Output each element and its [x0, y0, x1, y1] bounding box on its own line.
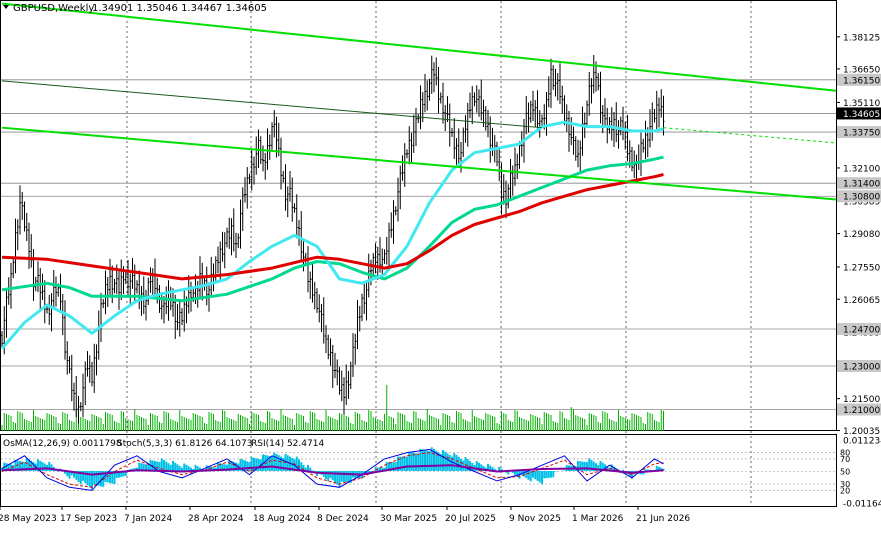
- time-tick-label: 18 Aug 2024: [253, 514, 311, 524]
- price-tick-label: 1.38125: [843, 33, 880, 43]
- time-axis: 28 May 2023 17 Sep 2023 7 Jan 2024 28 Apr 2…: [0, 506, 690, 524]
- price-tick-label: 1.27550: [843, 263, 880, 273]
- level-price-label: 1.31400: [843, 180, 880, 190]
- osma-label: OsMA(12,26,9) 0.0011798: [3, 439, 122, 449]
- stoch-signal-line: [1, 452, 664, 488]
- level-price-box: [837, 403, 881, 416]
- time-tick-label: 28 May 2023: [0, 514, 57, 524]
- level-price-label: 1.21000: [843, 406, 880, 416]
- price-tick-label: 1.35110: [843, 99, 880, 109]
- ohlc-values: 1.34901 1.35046 1.34467 1.34605: [92, 3, 267, 14]
- price-tick-label: 1.36650: [843, 65, 880, 75]
- level-price-label: 1.24700: [843, 325, 880, 335]
- level-price-label: 1.36150: [843, 76, 880, 86]
- price-tick-label: 1.26065: [843, 296, 880, 306]
- oscillator-pane: [0, 434, 837, 507]
- osc-level-label: 20: [840, 486, 850, 495]
- osc-tick-label: -0.01164: [843, 500, 881, 510]
- time-tick-label: 21 Jun 2026: [636, 514, 690, 524]
- trend-line: [1, 2, 837, 92]
- time-tick-label: 17 Sep 2023: [60, 514, 117, 524]
- trend-line: [1, 126, 837, 201]
- level-price-label: 1.23000: [843, 362, 880, 372]
- time-tick-label: 9 Nov 2025: [509, 514, 561, 524]
- level-price-box: [837, 322, 881, 335]
- level-price-box: [837, 177, 881, 190]
- level-price-box: [837, 359, 881, 372]
- level-price-box: [837, 190, 881, 203]
- stoch-label: Stoch(5,3,3) 61.8126 64.1073: [117, 439, 252, 449]
- time-tick-label: 28 Apr 2024: [188, 514, 244, 524]
- price-tick-label: 1.20035: [843, 427, 880, 437]
- oscillators: [1, 447, 836, 491]
- trend-line-extension: [663, 127, 837, 144]
- level-price-label: 1.34605: [843, 110, 880, 120]
- dropdown-triangle-icon[interactable]: [3, 5, 9, 9]
- ma-cyan-line: [0, 120, 664, 350]
- osc-level-label: 30: [840, 480, 850, 489]
- time-tick-label: 7 Jan 2024: [124, 514, 172, 524]
- time-tick-label: 8 Dec 2024: [317, 514, 369, 524]
- moving-averages: [0, 120, 664, 350]
- oscillator-header: OsMA(12,26,9) 0.0011798 Stoch(5,3,3) 61.…: [3, 439, 324, 449]
- trend-line: [1, 80, 543, 129]
- osc-level-label: 80: [840, 449, 850, 458]
- chart-header: GBPUSD,Weekly 1.34901 1.35046 1.34467 1.…: [3, 3, 267, 14]
- price-tick-label: 1.32100: [843, 164, 880, 174]
- level-price-box: [837, 73, 881, 86]
- volume-bars: [1, 385, 664, 431]
- trend-lines: [1, 2, 837, 201]
- time-tick-label: 1 Mar 2026: [572, 514, 624, 524]
- osc-level-label: 50: [840, 468, 850, 477]
- price-tick-label: 1.30585: [843, 197, 880, 207]
- horizontal-levels: [1, 79, 836, 410]
- price-tick-label: 1.21500: [843, 395, 880, 405]
- symbol-title: GBPUSD,Weekly: [13, 3, 94, 14]
- rsi-line: [1, 464, 664, 476]
- time-tick-label: 30 Mar 2025: [380, 514, 437, 524]
- stoch-main-line: [1, 448, 664, 491]
- rsi-label: RSI(14) 52.4714: [251, 439, 324, 449]
- osc-tick-label: 0.011234: [843, 437, 881, 447]
- level-price-label: 1.33750: [843, 129, 880, 139]
- ma-red-line: [1, 173, 664, 281]
- price-axis: 1.38125 1.36650 1.35110 1.33750 1.32100 1.305…: [836, 33, 881, 437]
- level-price-label: 1.30800: [843, 193, 880, 203]
- level-price-box: [837, 107, 881, 120]
- osc-level-label: 70: [840, 455, 850, 464]
- price-tick-label: 1.29080: [843, 230, 880, 240]
- level-price-box: [837, 126, 881, 139]
- time-tick-label: 20 Jul 2025: [445, 514, 496, 524]
